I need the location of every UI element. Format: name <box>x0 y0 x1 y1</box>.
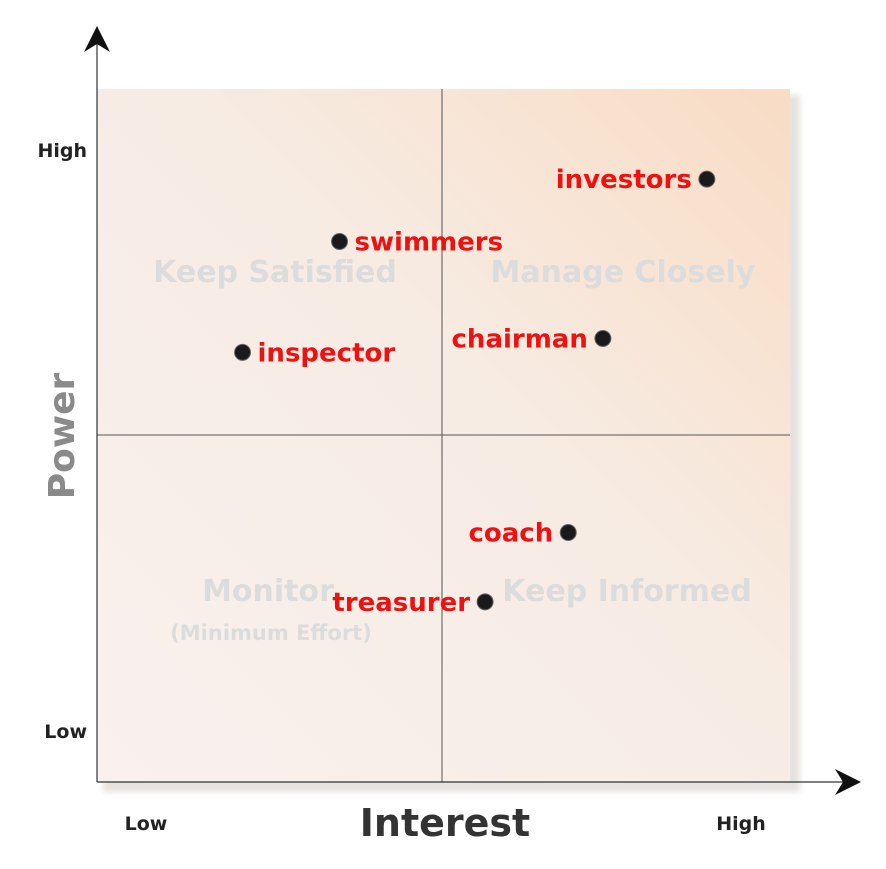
x-tick-high: High <box>716 813 766 835</box>
y-tick-low: Low <box>44 721 87 743</box>
y-axis-arrow-icon <box>84 26 110 52</box>
point-marker <box>234 343 252 361</box>
point-marker <box>331 232 349 250</box>
x-tick-low: Low <box>125 813 168 835</box>
x-axis-title: Interest <box>360 801 530 845</box>
quadrant-label-minimum-effort: (Minimum Effort) <box>170 621 372 645</box>
data-point-treasurer: treasurer <box>332 588 494 618</box>
data-points-layer: investors swimmers chairman inspector coach t… <box>234 165 716 618</box>
y-axis-title: Power <box>42 372 83 499</box>
point-label: coach <box>468 519 553 549</box>
data-point-investors: investors <box>556 165 716 195</box>
y-tick-high: High <box>37 140 87 162</box>
point-label: chairman <box>452 324 588 354</box>
data-point-inspector: inspector <box>234 338 396 368</box>
point-marker <box>594 329 612 347</box>
point-marker <box>559 524 577 542</box>
quadrant-label-manage-closely: Manage Closely <box>491 255 756 290</box>
quadrant-label-keep-satisfied: Keep Satisfied <box>153 255 397 290</box>
point-marker <box>476 593 494 611</box>
quadrant-label-keep-informed: Keep Informed <box>502 574 751 609</box>
x-axis-arrow-icon <box>835 769 861 795</box>
point-label: investors <box>556 165 692 195</box>
point-label: swimmers <box>355 227 504 257</box>
data-point-swimmers: swimmers <box>331 227 504 257</box>
point-label: treasurer <box>332 588 470 618</box>
quadrant-label-monitor: Monitor <box>202 574 334 609</box>
data-point-coach: coach <box>468 519 577 549</box>
point-marker <box>698 170 716 188</box>
data-point-chairman: chairman <box>452 324 612 354</box>
point-label: inspector <box>258 338 396 368</box>
